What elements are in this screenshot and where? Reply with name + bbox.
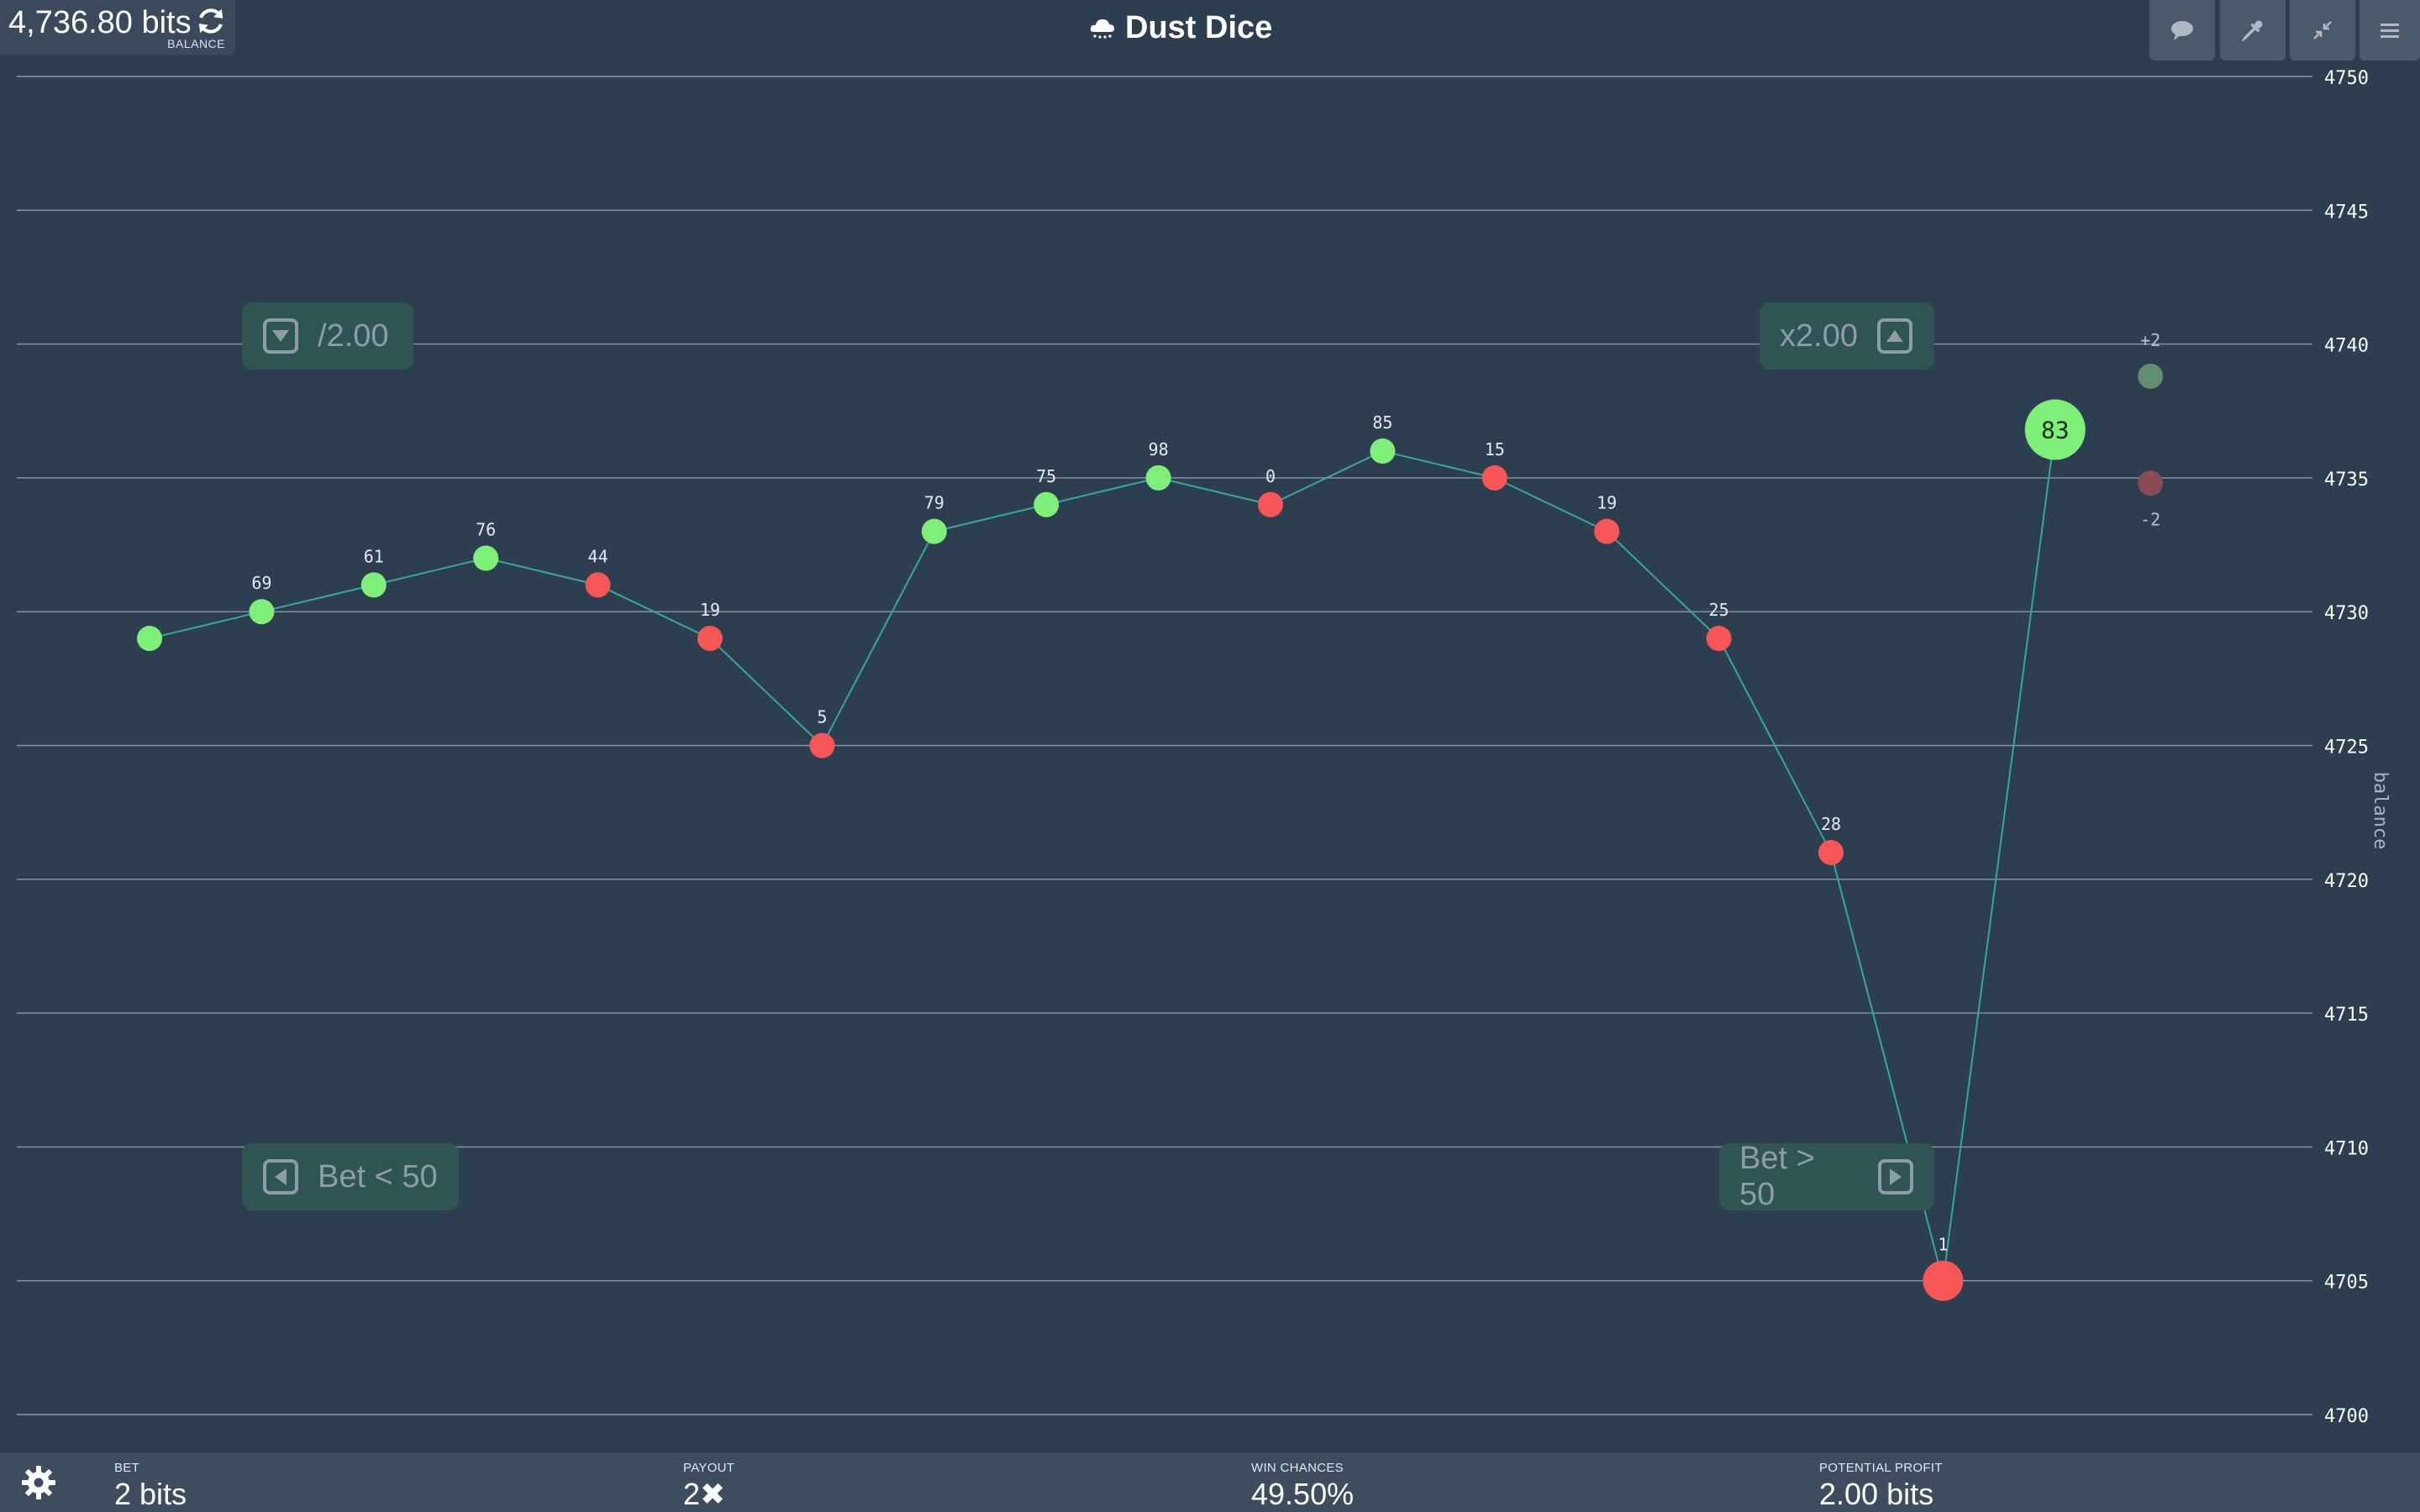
roll-point <box>1370 438 1396 465</box>
faucet-button[interactable] <box>2220 0 2286 60</box>
bet-stat[interactable]: BET 2 bits <box>114 1461 187 1512</box>
roll-points: 69 61 76 44 19 5 79 75 98 0 85 15 19 25 28 1 83 <box>137 399 2086 1301</box>
y-tick-label: 4745 <box>2324 202 2369 223</box>
double-bet-button[interactable]: x2.00 <box>1760 302 1934 370</box>
roll-point <box>2024 399 2086 460</box>
y-axis-ticks: 4700 4705 4710 4715 4720 4725 4730 4735 4740 4745… <box>2324 68 2369 1427</box>
potential-profit-value: 2.00 bits <box>1819 1477 1934 1511</box>
roll-point <box>360 572 387 598</box>
y-axis-label: balance <box>2370 772 2391 850</box>
roll-point <box>249 599 275 625</box>
payout-value: 2✖ <box>683 1477 726 1511</box>
arrow-down-icon <box>263 318 298 354</box>
y-tick-label: 4720 <box>2324 871 2369 892</box>
roll-point <box>697 626 723 652</box>
roll-point <box>1034 491 1060 517</box>
balance-line <box>149 429 2056 1281</box>
gear-icon[interactable] <box>20 1464 57 1501</box>
roll-label: 98 <box>1149 439 1169 459</box>
faucet-dropper-icon <box>2242 20 2263 41</box>
roll-point <box>1706 626 1732 652</box>
bet-high-button[interactable]: Bet > 50 <box>1719 1141 1934 1212</box>
roll-label: 15 <box>1485 439 1505 459</box>
bet-low-label: Bet < 50 <box>318 1158 438 1194</box>
roll-point <box>809 732 835 759</box>
app-title: Dust Dice <box>1088 7 1357 49</box>
roll-label: 69 <box>251 573 271 593</box>
y-tick-label: 4715 <box>2324 1005 2369 1026</box>
y-tick-label: 4750 <box>2324 68 2369 89</box>
roll-label: 1 <box>1938 1235 1948 1255</box>
menu-icon <box>2381 24 2399 38</box>
balance-value: 4,736.80 bits <box>8 5 192 40</box>
roll-label: 5 <box>817 707 827 727</box>
bottom-status-bar: BET 2 bits PAYOUT 2✖ WIN CHANCES 49.50% … <box>0 1452 2420 1512</box>
preview-win-point <box>2138 363 2164 389</box>
roll-label: 83 <box>2041 417 2070 444</box>
preview-label: -2 <box>2140 509 2160 529</box>
balance-display: 4,736.80 bits BALANCE <box>0 0 235 55</box>
halve-bet-button[interactable]: /2.00 <box>242 302 413 370</box>
roll-point <box>137 626 162 652</box>
win-chances-value: 49.50% <box>1251 1477 1355 1511</box>
compress-icon <box>2313 21 2332 39</box>
halve-bet-label: /2.00 <box>318 318 389 354</box>
roll-label: 85 <box>1372 412 1392 433</box>
potential-profit-stat: POTENTIAL PROFIT 2.00 bits <box>1819 1461 1943 1512</box>
roll-label: 28 <box>1821 814 1841 834</box>
y-tick-label: 4705 <box>2324 1273 2369 1294</box>
roll-label: 75 <box>1036 466 1056 486</box>
win-chances-label: WIN CHANCES <box>1251 1461 1344 1475</box>
bet-low-button[interactable]: Bet < 50 <box>242 1143 459 1210</box>
preview-label: +2 <box>2140 330 2160 350</box>
double-bet-label: x2.00 <box>1780 318 1858 354</box>
balance-label: BALANCE <box>167 37 225 50</box>
dust-cloud-icon <box>1090 19 1114 39</box>
y-tick-label: 4730 <box>2324 603 2369 624</box>
next-roll-preview: +2 -2 <box>2138 330 2164 529</box>
arrow-up-icon <box>1876 318 1912 354</box>
roll-point <box>1481 465 1507 491</box>
roll-label: 44 <box>588 546 608 566</box>
compress-button[interactable] <box>2290 0 2355 60</box>
preview-loss-point <box>2138 470 2164 496</box>
bet-high-label: Bet > 50 <box>1739 1141 1815 1212</box>
chat-button[interactable] <box>2149 0 2215 60</box>
bet-value: 2 bits <box>114 1477 187 1511</box>
y-tick-label: 4740 <box>2324 336 2369 357</box>
roll-label: 79 <box>924 493 944 513</box>
roll-point <box>1923 1260 1964 1301</box>
bet-label: BET <box>114 1461 140 1475</box>
balance-chart: 4700 4705 4710 4715 4720 4725 4730 4735 4740 4745… <box>17 68 2391 1427</box>
roll-point <box>1818 839 1844 865</box>
roll-point <box>1145 465 1171 491</box>
payout-stat[interactable]: PAYOUT 2✖ <box>683 1461 734 1512</box>
roll-label: 25 <box>1709 600 1729 620</box>
payout-label: PAYOUT <box>683 1461 735 1475</box>
y-tick-label: 4710 <box>2324 1138 2369 1159</box>
roll-point <box>473 545 499 571</box>
y-tick-label: 4725 <box>2324 738 2369 759</box>
roll-point <box>921 518 947 544</box>
win-chances-stat[interactable]: WIN CHANCES 49.50% <box>1251 1461 1354 1512</box>
menu-button[interactable] <box>2360 0 2420 60</box>
chat-icon <box>2171 21 2193 40</box>
roll-label: 19 <box>1597 493 1617 513</box>
roll-label: 61 <box>364 546 384 566</box>
arrow-left-icon <box>263 1159 298 1194</box>
balance-series-line <box>149 429 2056 1281</box>
chart-grid <box>17 76 2312 1415</box>
roll-point <box>585 572 611 598</box>
roll-point <box>1594 518 1620 544</box>
y-tick-label: 4735 <box>2324 470 2369 491</box>
roll-label: 19 <box>700 600 720 620</box>
y-tick-label: 4700 <box>2324 1406 2369 1427</box>
app-title-text: Dust Dice <box>1125 9 1273 45</box>
arrow-right-icon <box>1878 1159 1913 1194</box>
roll-label: 0 <box>1265 466 1276 486</box>
roll-label: 76 <box>476 519 496 539</box>
refresh-icon[interactable] <box>195 5 227 37</box>
potential-profit-label: POTENTIAL PROFIT <box>1819 1461 1943 1475</box>
roll-point <box>1258 491 1283 517</box>
